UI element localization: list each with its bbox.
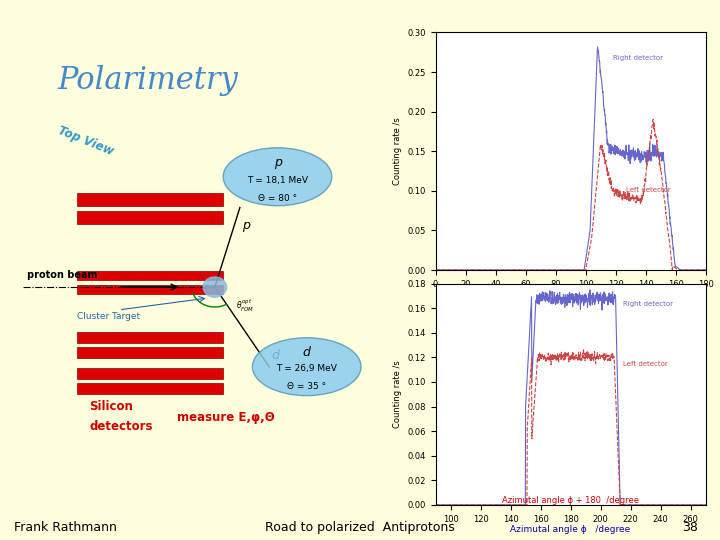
Text: measure E,φ,Θ: measure E,φ,Θ	[177, 411, 275, 424]
Text: Θ = 80 °: Θ = 80 °	[258, 194, 297, 203]
X-axis label: Scattering angle Θ /degree: Scattering angle Θ /degree	[509, 294, 632, 303]
Text: Right detector: Right detector	[623, 301, 673, 307]
Text: Left detector: Left detector	[626, 187, 671, 193]
Text: Azimutal angle ϕ + 180  /degree: Azimutal angle ϕ + 180 /degree	[503, 496, 639, 505]
Text: Frank Rathmann: Frank Rathmann	[14, 521, 117, 534]
Ellipse shape	[223, 148, 332, 206]
Text: d: d	[303, 346, 310, 359]
Bar	[77, 368, 223, 379]
Text: T = 26,9 MeV: T = 26,9 MeV	[276, 364, 337, 373]
Text: detectors: detectors	[89, 420, 153, 433]
Text: Polarimetry: Polarimetry	[58, 65, 238, 96]
Text: Cluster Target: Cluster Target	[77, 313, 140, 321]
Text: proton beam: proton beam	[27, 270, 97, 280]
Y-axis label: Counting rate /s: Counting rate /s	[393, 117, 402, 185]
Text: Left detector: Left detector	[623, 361, 668, 367]
Ellipse shape	[253, 338, 361, 396]
Text: p: p	[242, 219, 250, 232]
Bar	[77, 271, 223, 280]
Text: Θ = 35 °: Θ = 35 °	[287, 382, 326, 391]
Text: p: p	[274, 156, 282, 169]
Text: Top View: Top View	[56, 124, 116, 158]
Bar	[77, 383, 223, 394]
Bar	[77, 193, 223, 206]
Bar	[77, 347, 223, 357]
Bar	[77, 211, 223, 224]
Circle shape	[203, 277, 227, 297]
Bar	[77, 285, 223, 294]
X-axis label: Azimutal angle ϕ   /degree: Azimutal angle ϕ /degree	[510, 525, 631, 534]
Text: 38: 38	[683, 521, 698, 534]
Bar	[77, 332, 223, 343]
Text: $\theta_{FOM}^{opt}$: $\theta_{FOM}^{opt}$	[235, 298, 254, 314]
Text: d: d	[271, 349, 279, 362]
Text: Right detector: Right detector	[613, 55, 662, 61]
Y-axis label: Counting rate /s: Counting rate /s	[393, 360, 402, 428]
Text: Silicon: Silicon	[89, 400, 133, 413]
Text: Road to polarized  Antiprotons: Road to polarized Antiprotons	[265, 521, 455, 534]
Text: T = 18,1 MeV: T = 18,1 MeV	[247, 176, 308, 185]
